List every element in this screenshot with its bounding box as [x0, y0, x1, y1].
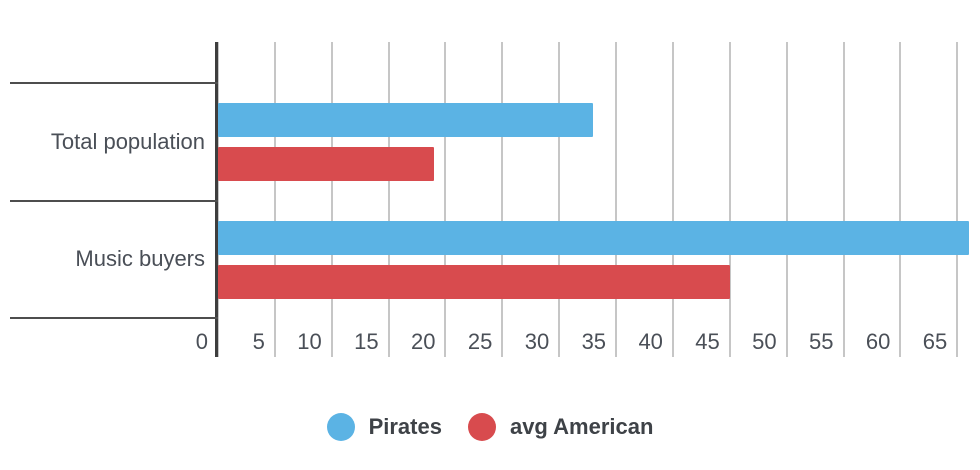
x-tick-label: 25	[467, 329, 493, 354]
x-tick-label: 30	[524, 329, 550, 354]
x-tick-label: 15	[354, 329, 379, 354]
x-tick-label: 0	[195, 329, 208, 354]
x-gridline	[558, 42, 561, 357]
legend: Pirates avg American	[0, 410, 980, 444]
category-label: Music buyers	[75, 246, 205, 272]
x-gridline	[217, 42, 219, 357]
legend-label: avg American	[509, 414, 654, 439]
x-tick-label: 40	[638, 329, 663, 354]
legend-label: Pirates	[368, 414, 442, 439]
legend-item: Pirates	[326, 413, 442, 441]
x-gridline	[387, 42, 390, 357]
row-separator	[10, 82, 218, 84]
row-separator	[10, 199, 218, 202]
x-tick-label: 5	[252, 329, 265, 354]
x-gridline	[842, 42, 845, 357]
x-gridline	[785, 42, 788, 357]
x-gridline	[444, 42, 447, 357]
x-tick-label: 50	[752, 329, 777, 354]
legend-item: avg American	[467, 413, 654, 441]
x-gridline	[956, 42, 959, 357]
x-tick-label: 35	[581, 329, 607, 354]
x-tick-label: 10	[297, 329, 322, 354]
x-tick-label: 60	[865, 329, 891, 354]
x-gridline	[273, 42, 276, 357]
bar-pirates	[218, 220, 969, 255]
x-tick-label: 65	[922, 329, 948, 354]
x-tick-label: 20	[410, 329, 436, 354]
x-tick-label: 45	[695, 329, 720, 354]
bar-avg-american	[218, 264, 730, 299]
legend-swatch-avg-american	[467, 413, 496, 441]
x-gridline	[501, 42, 504, 357]
bar-avg-american	[218, 147, 435, 181]
x-tick-label: 55	[809, 329, 834, 354]
x-gridline	[615, 42, 618, 357]
bar-pirates	[218, 103, 594, 137]
x-gridline	[330, 42, 333, 357]
x-gridline	[671, 42, 674, 357]
x-gridline	[899, 42, 902, 357]
row-separator	[10, 317, 218, 319]
x-gridline	[728, 42, 731, 357]
legend-swatch-pirates	[326, 413, 355, 441]
category-label: Total population	[50, 128, 205, 154]
plot-area: 0 5 10 15 20 25 30 35 40 45 50 55 60 65	[196, 42, 980, 357]
